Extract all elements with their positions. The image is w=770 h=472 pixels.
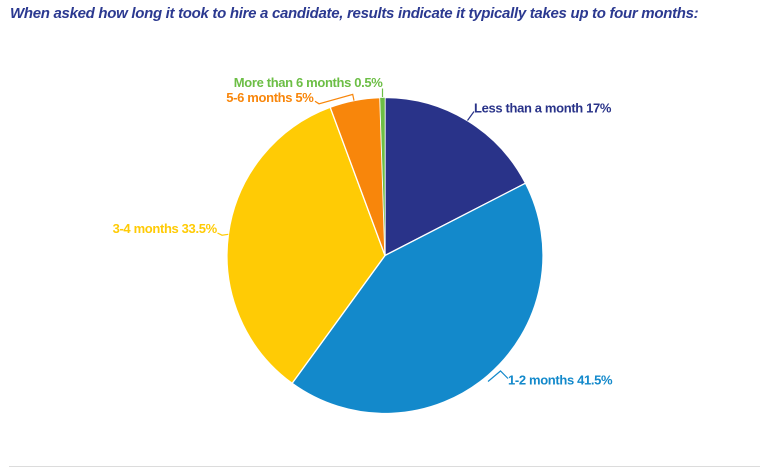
svg-text:5-6 months 5%: 5-6 months 5% [226,90,314,105]
svg-text:More than 6 months 0.5%: More than 6 months 0.5% [234,75,383,90]
svg-text:Less than a month 17%: Less than a month 17% [474,100,612,115]
svg-text:1-2 months 41.5%: 1-2 months 41.5% [508,372,613,387]
svg-text:3-4 months 33.5%: 3-4 months 33.5% [113,221,218,236]
